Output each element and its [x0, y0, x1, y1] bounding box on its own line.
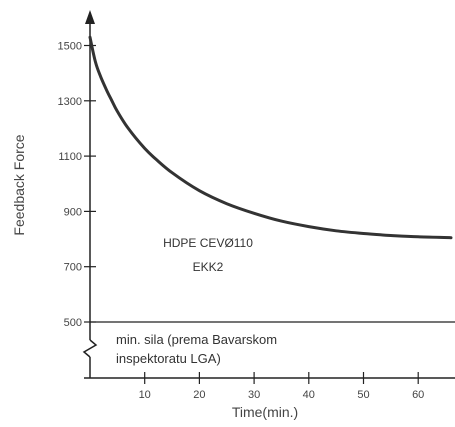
y-tick-label: 1100 [58, 151, 82, 163]
series-curve [88, 35, 453, 240]
y-tick-label: 700 [64, 262, 82, 274]
y-tick-label: 500 [64, 317, 82, 329]
series-label-line1: HDPE CEVØ110 [163, 236, 253, 250]
y-axis-arrow [85, 10, 95, 24]
x-ticks: 10 20 30 40 50 60 [139, 372, 424, 401]
x-tick-label: 20 [193, 389, 205, 401]
x-tick-label: 40 [303, 389, 315, 401]
y-tick-label: 1300 [58, 96, 82, 108]
x-tick-label: 30 [248, 389, 260, 401]
x-axis-title: Time(min.) [232, 404, 298, 420]
x-tick-label: 10 [139, 389, 151, 401]
y-tick-label: 1500 [58, 41, 82, 53]
min-force-annotation-line1: min. sila (prema Bavarskom [116, 332, 277, 347]
x-tick-label: 50 [357, 389, 369, 401]
series-label-line2: EKK2 [193, 260, 224, 274]
y-tick-label: 900 [64, 206, 82, 218]
min-force-annotation-line2: inspektoratu LGA) [116, 351, 221, 366]
x-tick-label: 60 [412, 389, 424, 401]
y-axis-break [82, 339, 98, 358]
y-axis-title: Feedback Force [11, 134, 27, 235]
y-ticks: 500 700 900 1100 1300 1500 [58, 41, 96, 329]
axes [82, 10, 455, 379]
